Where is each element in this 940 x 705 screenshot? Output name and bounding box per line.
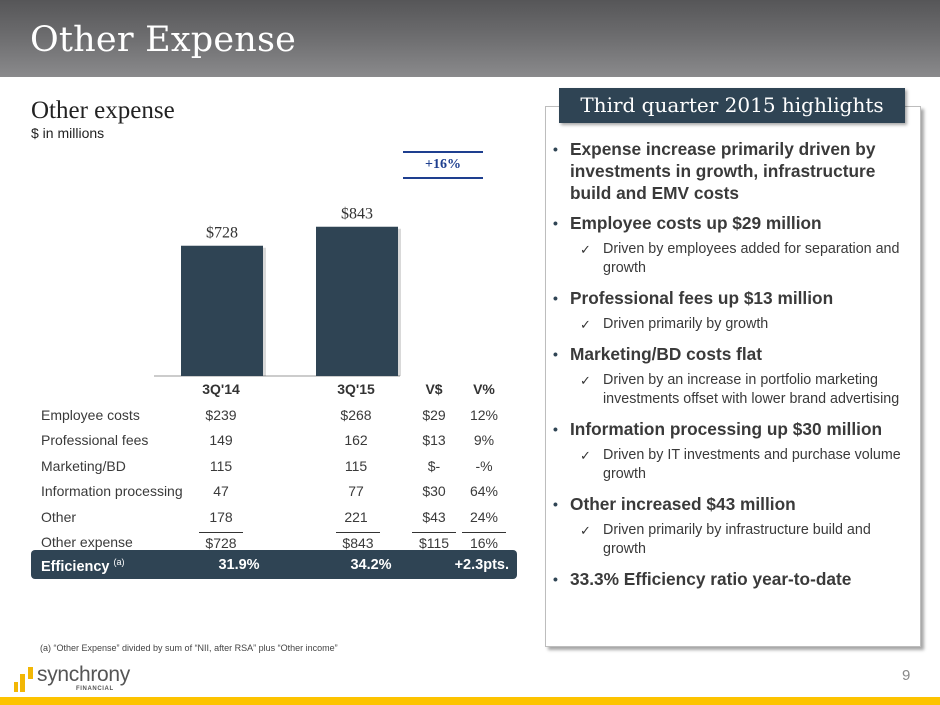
variance-percent: -% (475, 457, 493, 474)
bar-data-label: $843 (341, 206, 373, 223)
value-3q15: 162 (344, 432, 368, 448)
checkmark-icon: ✓ (580, 317, 591, 332)
footnote: (a) “Other Expense” divided by sum of “N… (40, 643, 338, 653)
value-3q14: $239 (205, 406, 237, 423)
efficiency-change: +2.3pts. (454, 557, 509, 573)
value-3q15: 221 (344, 508, 368, 525)
logo-bar-icon (14, 682, 18, 692)
variance-dollar: $43 (422, 508, 446, 525)
value-3q15: $268 (340, 406, 372, 423)
page-number: 9 (902, 667, 911, 684)
highlight-bullet: Information processing up $30 million (553, 418, 913, 440)
logo-bar-icon (28, 667, 33, 679)
highlight-bullet: Expense increase primarily driven by inv… (553, 138, 913, 204)
checkmark-icon: ✓ (580, 523, 591, 538)
table-header-row: 3Q'14 3Q'15 V$ V% (31, 377, 521, 403)
subpoint-text: Driven by an increase in portfolio marke… (603, 372, 900, 407)
variance-badge: +16% (403, 151, 483, 179)
expense-table: 3Q'14 3Q'15 V$ V% Employee costs $239 $268… (31, 377, 521, 556)
value-3q14: 178 (209, 508, 233, 525)
total-variance-percent: 16% (462, 532, 506, 551)
logo-wordmark: synchrony (37, 663, 131, 686)
total-variance-dollar: $115 (412, 532, 456, 551)
bar-data-label: $728 (206, 225, 238, 242)
section-title: Other expense (31, 97, 175, 124)
variance-dollar: $30 (422, 483, 446, 499)
row-label: Employee costs (41, 406, 140, 423)
efficiency-3q14: 31.9% (218, 557, 260, 573)
logo-subtitle: FINANCIAL (76, 686, 114, 692)
variance-dollar: $13 (422, 432, 446, 448)
header-variance-percent: V% (473, 381, 495, 397)
highlight-subpoint: ✓ Driven primarily by growth (553, 315, 913, 334)
table-row: Employee costs $239 $268 $29 12% (31, 403, 521, 429)
checkmark-icon: ✓ (580, 448, 591, 463)
variance-percent: 12% (469, 406, 499, 423)
table-row: Other 178 221 $43 24% (31, 505, 521, 531)
value-3q15: 115 (344, 457, 368, 474)
checkmark-icon: ✓ (580, 242, 591, 257)
highlight-subpoint: ✓ Driven by employees added for separatio… (553, 240, 913, 278)
total-3q15: $843 (336, 532, 380, 551)
row-label: Professional fees (41, 432, 149, 448)
highlights-list: Expense increase primarily driven by inv… (553, 138, 913, 598)
brand-footer-bar (0, 697, 940, 705)
slide-header: Other Expense (0, 0, 940, 77)
variance-percent: 24% (469, 508, 499, 525)
value-3q15: 77 (348, 483, 364, 499)
bar-chart: $728 $843 (154, 206, 401, 377)
row-label: Marketing/BD (41, 457, 126, 474)
header-variance-dollar: V$ (425, 381, 443, 397)
footnote-marker: (a) (113, 557, 125, 567)
slide-title: Other Expense (30, 20, 297, 60)
table-total-row: Other expense $728 $843 $115 16% (31, 530, 521, 556)
total-3q14: $728 (199, 532, 243, 551)
subpoint-text: Driven primarily by infrastructure build… (603, 522, 871, 557)
checkmark-icon: ✓ (580, 373, 591, 388)
highlight-subpoint: ✓ Driven by IT investments and purchase v… (553, 446, 913, 484)
table-row: Information processing 47 77 $30 64% (31, 479, 521, 505)
table-row: Professional fees 149 162 $13 9% (31, 428, 521, 454)
variance-dollar: $29 (422, 406, 446, 423)
value-3q14: 47 (213, 483, 229, 499)
highlight-subpoint: ✓ Driven by an increase in portfolio mark… (553, 371, 913, 409)
synchrony-logo: synchrony FINANCIAL (14, 663, 134, 694)
row-label: Information processing (41, 483, 183, 499)
highlight-bullet: Other increased $43 million (553, 493, 913, 515)
header-3q15: 3Q'15 (337, 381, 375, 397)
efficiency-3q15: 34.2% (350, 557, 392, 573)
value-3q14: 149 (209, 432, 233, 448)
efficiency-row: Efficiency (a) 31.9% 34.2% +2.3pts. (31, 550, 517, 579)
value-3q14: 115 (209, 457, 233, 474)
variance-percent: 64% (469, 483, 499, 499)
logo-bar-icon (20, 674, 25, 692)
table-row: Marketing/BD 115 115 $- -% (31, 454, 521, 480)
subpoint-text: Driven by employees added for separation… (603, 241, 900, 276)
highlights-title: Third quarter 2015 highlights (559, 88, 905, 123)
subpoint-text: Driven primarily by growth (603, 316, 769, 332)
subpoint-text: Driven by IT investments and purchase vo… (603, 447, 901, 482)
bar-3q15 (316, 226, 398, 376)
highlight-bullet: Marketing/BD costs flat (553, 343, 913, 365)
variance-percent: 9% (473, 432, 495, 448)
row-label: Other (41, 508, 77, 525)
efficiency-label: Efficiency (a) (41, 557, 125, 575)
variance-dollar: $- (427, 457, 441, 474)
highlight-bullet: 33.3% Efficiency ratio year-to-date (553, 568, 913, 590)
highlight-bullet: Professional fees up $13 million (553, 287, 913, 309)
total-label: Other expense (41, 534, 133, 550)
header-3q14: 3Q'14 (202, 381, 240, 397)
bar-3q14 (181, 245, 263, 376)
highlight-bullet: Employee costs up $29 million (553, 212, 913, 234)
section-subtitle: $ in millions (31, 125, 105, 141)
highlight-subpoint: ✓ Driven primarily by infrastructure buil… (553, 521, 913, 559)
